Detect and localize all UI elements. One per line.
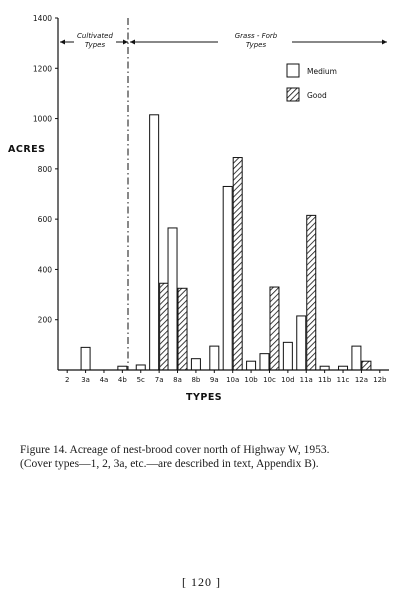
x-tick-label: 5c (137, 376, 145, 384)
legend-swatch-good (286, 87, 300, 102)
x-tick-label: 10c (263, 376, 276, 384)
group-label-cultivated: Cultivated Types (77, 32, 113, 49)
group-label-grass-forb: Grass - Forb Types (235, 32, 278, 49)
y-tick-label: 400 (38, 265, 53, 274)
bar-medium (222, 185, 233, 371)
bar-good (269, 286, 280, 371)
bars (80, 114, 372, 371)
bar-medium (135, 364, 146, 371)
chart: 200 400 600 800 1000 1200 1400 2 3a 4a 4b 5c 7a 8a 8b… (8, 14, 389, 403)
bar-good (232, 157, 243, 371)
legend-swatch-medium (286, 63, 300, 78)
y-tick-label: 1400 (33, 14, 52, 23)
x-tick-label: 4a (100, 376, 109, 384)
bar-medium (296, 315, 307, 371)
bar-medium (190, 358, 201, 371)
y-tick-label: 600 (38, 215, 53, 224)
figure-caption: Figure 14. Acreage of nest-brood cover n… (20, 443, 390, 471)
bar-medium (246, 360, 257, 371)
bar-medium (167, 227, 178, 371)
x-tick-label: 10a (226, 376, 239, 384)
x-tick-label: 8b (191, 376, 200, 384)
group-label-cultivated-line2: Types (85, 41, 106, 49)
bar-medium (80, 346, 91, 371)
page-number: [ 120 ] (182, 575, 221, 589)
y-tick-label: 1200 (33, 64, 52, 73)
bar-good (361, 360, 372, 371)
group-label-cultivated-line1: Cultivated (77, 32, 113, 40)
x-tick-label: 8a (173, 376, 182, 384)
x-tick-label: 11b (318, 376, 332, 384)
y-axis-label: ACRES (8, 144, 45, 155)
legend-label-medium: Medium (307, 67, 337, 76)
x-tick-label: 2 (65, 376, 69, 384)
caption-line-2: (Cover types—1, 2, 3a, etc.—are describe… (20, 458, 319, 470)
bar-medium (209, 345, 220, 371)
bar-medium (351, 345, 362, 371)
x-tick-label: 7a (155, 376, 164, 384)
bar-good (306, 214, 317, 371)
axes (57, 18, 389, 371)
y-tick-label: 200 (38, 316, 53, 325)
group-arrows (60, 39, 387, 45)
y-ticks: 200 400 600 800 1000 1200 1400 (33, 14, 58, 325)
x-ticks: 2 3a 4a 4b 5c 7a 8a 8b 9a 10a 10b 10c 10d 11a 11b 11c 12… (65, 370, 387, 384)
x-tick-label: 11a (300, 376, 313, 384)
y-tick-label: 1000 (33, 115, 52, 124)
x-tick-label: 10d (281, 376, 294, 384)
bar-good (159, 282, 170, 371)
group-label-grass-forb-line1: Grass - Forb (235, 32, 278, 40)
x-tick-label: 10b (244, 376, 258, 384)
group-label-grass-forb-line2: Types (246, 41, 267, 49)
legend-label-good: Good (307, 91, 327, 100)
x-tick-label: 12a (355, 376, 368, 384)
x-tick-label: 4b (118, 376, 127, 384)
y-tick-label: 800 (38, 165, 53, 174)
bar-good (177, 287, 188, 371)
x-axis-label: TYPES (186, 392, 222, 403)
bar-medium (282, 341, 293, 371)
bar-medium (259, 353, 270, 371)
x-tick-label: 11c (337, 376, 350, 384)
x-tick-label: 9a (210, 376, 219, 384)
bar-medium (149, 114, 160, 371)
legend: Medium Good (286, 63, 337, 102)
caption-line-1: Figure 14. Acreage of nest-brood cover n… (20, 444, 330, 456)
x-tick-label: 12b (373, 376, 387, 384)
x-tick-label: 3a (81, 376, 90, 384)
